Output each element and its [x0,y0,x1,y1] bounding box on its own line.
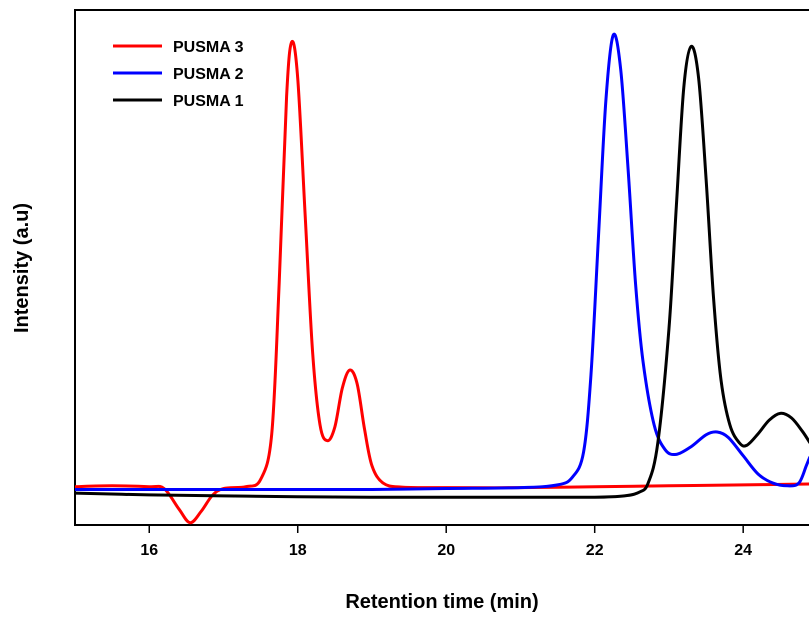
plot-area [74,9,809,526]
x-tick-label: 22 [586,542,604,559]
x-axis-title: Retention time (min) [345,591,538,613]
series-curves [75,32,809,525]
x-axis-ticks: 16 18 20 22 24 [140,525,752,559]
legend-label-pusma-1: PUSMA 1 [173,93,244,110]
x-tick-label: 20 [437,542,455,559]
x-tick-label: 24 [734,542,752,559]
x-tick-label: 16 [140,542,158,559]
y-axis-title: Intensity (a.u) [11,203,33,333]
series-line-pusma-1 [75,44,809,499]
legend-label-pusma-2: PUSMA 2 [173,66,244,83]
x-tick-label: 18 [289,542,307,559]
legend-label-pusma-3: PUSMA 3 [173,39,244,56]
series-line-pusma-3 [75,39,809,525]
series-line-pusma-2 [75,32,809,492]
legend: PUSMA 3 PUSMA 2 PUSMA 1 [113,39,244,110]
